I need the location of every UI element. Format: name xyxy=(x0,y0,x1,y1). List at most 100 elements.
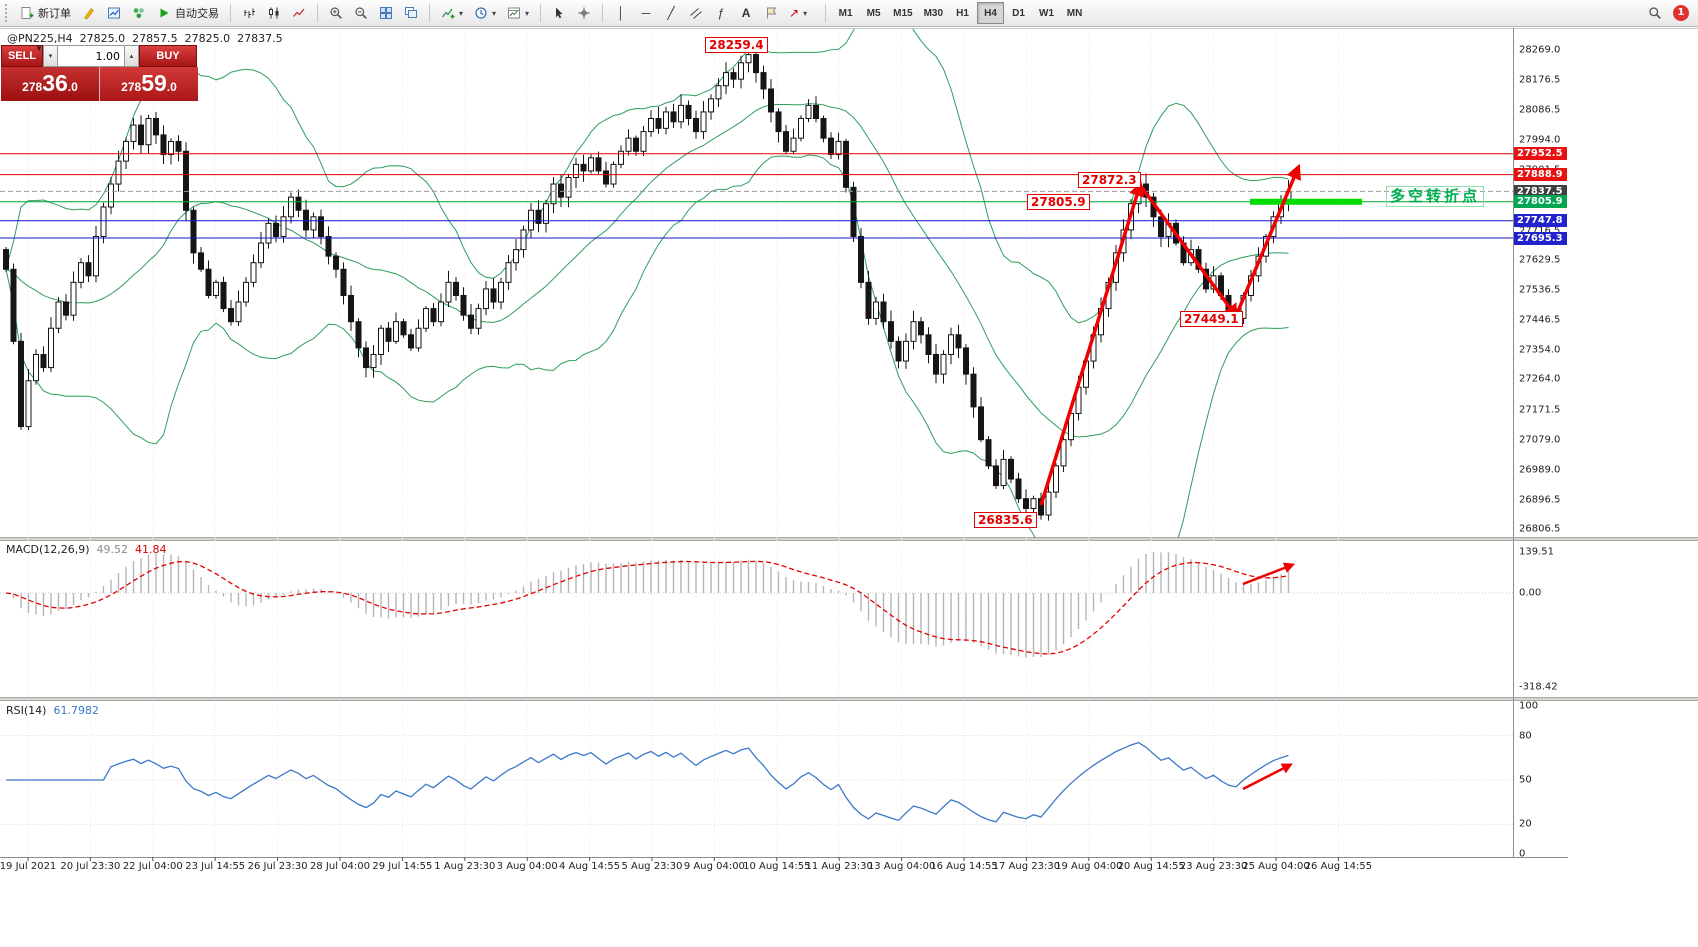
clock-icon xyxy=(475,7,487,19)
rsi-scale-label: 100 xyxy=(1519,700,1539,712)
price-annotation-peak[interactable]: 28259.4 xyxy=(705,37,768,53)
arrows-tool-button[interactable]: ↗ ▾ xyxy=(784,2,812,24)
time-axis-label: 23 Jul 14:55 xyxy=(185,861,246,872)
cursor-button[interactable] xyxy=(547,2,571,24)
y-axis-label: 27994.0 xyxy=(1519,134,1561,146)
macd-label: MACD(12,26,9) 49.52 41.84 xyxy=(6,543,167,556)
vertical-line-icon: │ xyxy=(617,6,625,20)
price-digits: 278 xyxy=(22,80,43,94)
channel-tool-button[interactable] xyxy=(684,2,708,24)
line-chart-mode-button[interactable] xyxy=(287,2,311,24)
price-digits: 36 xyxy=(42,70,68,96)
volume-decrease-button[interactable]: ▾ xyxy=(43,45,58,67)
line-chart-icon xyxy=(293,8,305,17)
market-watch-button[interactable] xyxy=(102,2,126,24)
crosshair-button[interactable] xyxy=(572,2,596,24)
search-button[interactable] xyxy=(1643,2,1667,24)
price-annotation-pivot[interactable]: 27805.9 xyxy=(1027,194,1090,210)
candlestick-chart-icon xyxy=(269,7,279,19)
bar-chart-icon xyxy=(244,8,255,18)
main-toolbar: 新订单 自动交易 xyxy=(0,0,1698,27)
templates-button[interactable]: ▾ xyxy=(502,2,534,24)
macd-scale-label: 0.00 xyxy=(1519,587,1542,599)
time-axis-label: 13 Aug 04:00 xyxy=(867,861,936,872)
toolbar-separator xyxy=(825,4,827,22)
trendline-tool-button[interactable]: ╱ xyxy=(659,2,683,24)
label-tool-button[interactable] xyxy=(759,2,783,24)
crosshair-icon xyxy=(578,7,590,19)
timeframe-w1-button[interactable]: W1 xyxy=(1033,2,1060,24)
macd-signal-value: 41.84 xyxy=(135,543,167,556)
time-axis-label: 3 Aug 04:00 xyxy=(496,861,558,872)
turning-point-label[interactable]: 多空转折点 xyxy=(1386,186,1485,207)
macd-main-value: 49.52 xyxy=(96,543,129,556)
volume-input[interactable] xyxy=(58,45,124,67)
toolbar-separator xyxy=(317,4,318,22)
price-digits: .0 xyxy=(67,80,78,94)
timeframe-h4-button[interactable]: H4 xyxy=(977,2,1005,24)
auto-trading-label: 自动交易 xyxy=(175,8,219,20)
timeframe-mn-button[interactable]: MN xyxy=(1061,2,1088,24)
navigator-button[interactable] xyxy=(127,2,151,24)
time-axis-label: 19 Jul 2021 xyxy=(0,861,57,872)
buy-price[interactable]: 278 59.0 xyxy=(100,67,198,101)
text-tool-button[interactable]: A xyxy=(734,2,758,24)
volume-increase-button[interactable]: ▴ xyxy=(124,45,139,67)
y-axis-label: 27629.5 xyxy=(1519,254,1561,266)
toolbar-separator xyxy=(540,4,542,22)
time-axis-label: 19 Aug 04:00 xyxy=(1055,861,1123,872)
new-order-icon xyxy=(21,7,34,19)
fibonacci-tool-button[interactable]: ƒ xyxy=(709,2,733,24)
price-tag: 27695.3 xyxy=(1514,231,1567,245)
time-axis-label: 25 Aug 04:00 xyxy=(1242,861,1310,872)
candlestick-mode-button[interactable] xyxy=(262,2,286,24)
timeframe-m15-button[interactable]: M15 xyxy=(888,2,917,24)
auto-trading-button[interactable]: 自动交易 xyxy=(152,2,224,24)
timeframe-m30-button[interactable]: M30 xyxy=(919,2,948,24)
price-tag: 27888.9 xyxy=(1514,168,1567,182)
time-axis-label: 9 Aug 04:00 xyxy=(683,861,745,872)
price-digits: 278 xyxy=(121,80,142,94)
indicators-button[interactable]: ▾ xyxy=(436,2,468,24)
time-axis-label: 20 Aug 14:55 xyxy=(1117,861,1185,872)
toolbar-right-group: 1 xyxy=(1643,2,1693,24)
rsi-label: RSI(14) 61.7982 xyxy=(6,704,99,717)
timeframe-d1-button[interactable]: D1 xyxy=(1005,2,1032,24)
bar-chart-mode-button[interactable] xyxy=(237,2,261,24)
oct-collapse-button[interactable]: ▼ xyxy=(35,44,43,53)
horizontal-line-icon: ─ xyxy=(641,6,651,20)
price-annotation-swing-low[interactable]: 27449.1 xyxy=(1180,311,1243,327)
cascade-windows-button[interactable] xyxy=(399,2,423,24)
time-axis-label: 1 Aug 23:30 xyxy=(434,861,496,872)
y-axis-label: 27354.0 xyxy=(1519,344,1561,356)
toolbar-grip[interactable] xyxy=(5,4,10,22)
price-tag: 27805.9 xyxy=(1514,195,1567,209)
buy-button[interactable]: BUY xyxy=(139,45,197,67)
chart-canvas[interactable] xyxy=(0,29,1513,857)
timeframe-m1-button[interactable]: M1 xyxy=(832,2,859,24)
tile-windows-button[interactable] xyxy=(374,2,398,24)
zoom-in-button[interactable] xyxy=(324,2,348,24)
y-axis-label: 26896.5 xyxy=(1519,494,1561,506)
zoom-out-button[interactable] xyxy=(349,2,373,24)
notification-badge[interactable]: 1 xyxy=(1673,5,1689,21)
vertical-line-tool-button[interactable]: │ xyxy=(609,2,633,24)
time-axis-label: 17 Aug 23:30 xyxy=(992,861,1061,872)
horizontal-line-tool-button[interactable]: ─ xyxy=(634,2,658,24)
metaeditor-button[interactable] xyxy=(77,2,101,24)
price-annotation-swing-high[interactable]: 27872.3 xyxy=(1078,172,1141,188)
y-axis-label: 26806.5 xyxy=(1519,523,1561,535)
timeframe-m5-button[interactable]: M5 xyxy=(860,2,887,24)
auto-trading-icon xyxy=(160,8,169,18)
timeframe-h1-button[interactable]: H1 xyxy=(949,2,976,24)
oct-prices-row: 278 36.0 278 59.0 xyxy=(1,67,198,101)
new-order-button[interactable]: 新订单 xyxy=(15,2,76,24)
price-annotation-bottom[interactable]: 26835.6 xyxy=(974,512,1037,528)
panel-separator[interactable] xyxy=(0,697,1698,701)
rsi-scale-label: 50 xyxy=(1519,774,1532,786)
periods-button[interactable]: ▾ xyxy=(469,2,501,24)
sell-price[interactable]: 278 36.0 xyxy=(1,67,100,101)
y-axis-label: 27716.5 xyxy=(1519,226,1560,237)
time-axis-label: 23 Aug 23:30 xyxy=(1179,861,1248,872)
cursor-icon xyxy=(556,7,563,19)
